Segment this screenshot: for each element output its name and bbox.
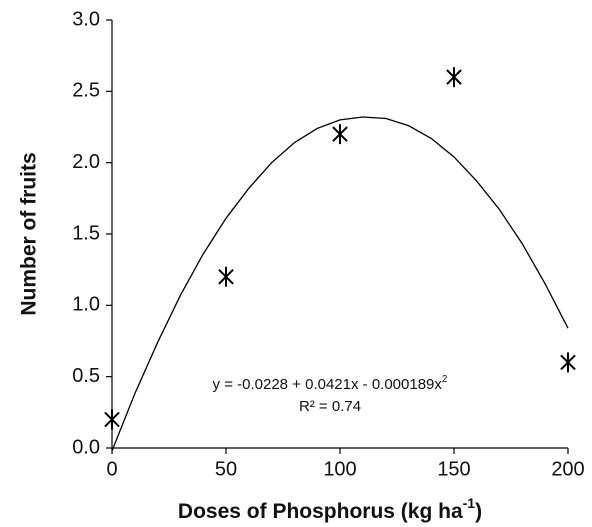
y-axis-label: Number of fruits [18,152,41,315]
x-axis-label-main: Doses of Phosphorus (kg ha [178,500,463,523]
x-tick-label: 50 [215,458,237,480]
marker [218,266,234,287]
r-squared: R² = 0.74 [299,398,361,415]
marker [560,352,576,373]
marker [104,409,120,430]
y-tick-label: 2.0 [72,151,100,173]
y-tick-label: 1.5 [72,222,100,244]
equation: y = -0.0228 + 0.0421x - 0.000189x2 [213,374,448,393]
equation-main: y = -0.0228 + 0.0421x - 0.000189x [213,376,443,393]
x-tick-label: 150 [437,458,470,480]
y-tick-label: 0.0 [72,436,100,458]
trendline [111,116,569,452]
equation-sup: 2 [442,374,448,385]
x-tick-label: 100 [323,458,356,480]
marker [446,67,462,88]
x-tick-label: 0 [106,458,117,480]
x-tick-label: 200 [551,458,584,480]
marker [332,124,348,145]
x-axis-label: Doses of Phosphorus (kg ha-1) [178,495,482,523]
y-tick-label: 2.5 [72,80,100,102]
y-tick-label: 0.5 [72,365,100,387]
x-axis-label-end: ) [475,500,482,523]
x-axis-label-sup: -1 [463,495,476,511]
y-tick-label: 3.0 [72,8,100,30]
y-tick-label: 1.0 [72,294,100,316]
